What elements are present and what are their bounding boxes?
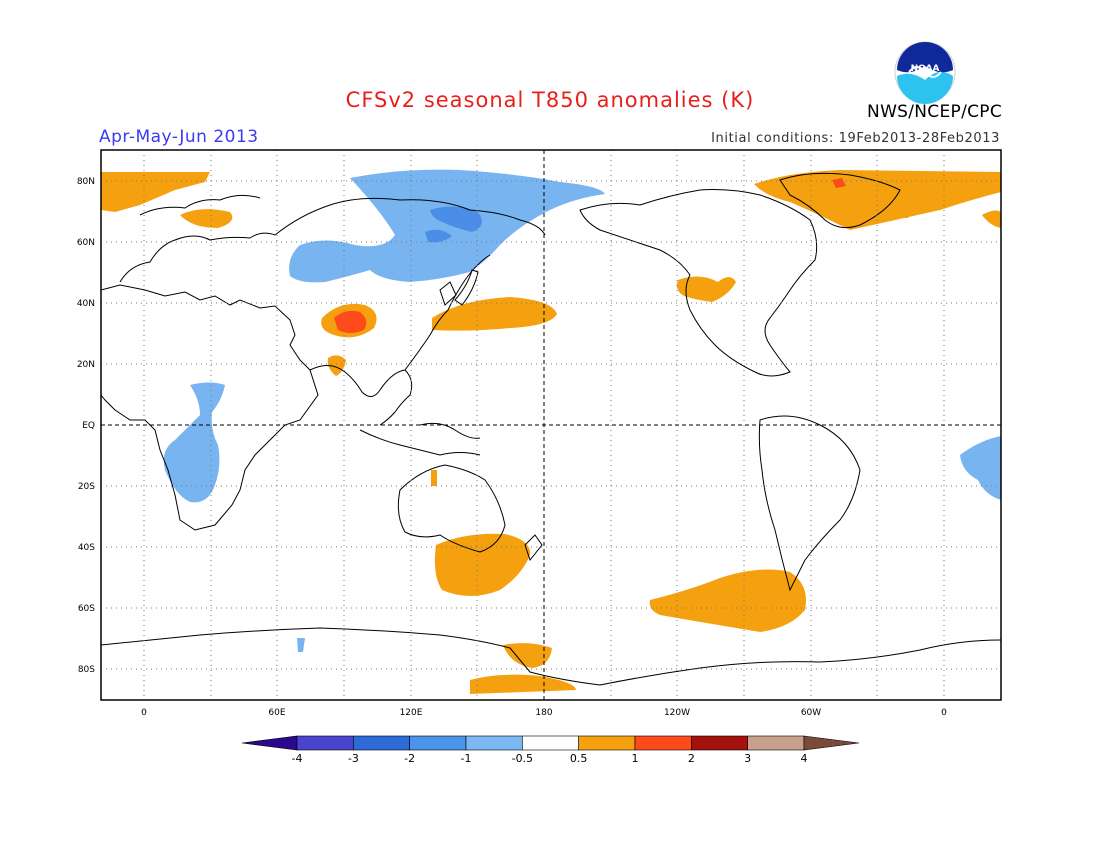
longitude-labels: 0 60E 120E 180 120W 60W 0 [141,708,947,718]
equator-dateline [101,150,1001,700]
colorbar-tick-label: 0.5 [570,752,588,765]
strong-warm-anomaly-regions [334,178,846,333]
svg-text:20N: 20N [77,360,95,370]
colorbar-swatch [578,735,636,751]
colorbar-swatch [409,735,467,751]
svg-text:60W: 60W [801,708,821,718]
map-frame [100,149,1002,701]
colorbar-swatch [465,735,523,751]
agency-label: NWS/NCEP/CPC [867,102,1002,122]
strong-cool-anomaly-regions [425,206,482,243]
svg-text:0: 0 [141,708,147,718]
noaa-logo-icon: NOAA [894,41,956,104]
colorbar-swatch [747,735,805,751]
colorbar: -4 -3 -2 -1 -0.5 0.5 1 2 3 4 [241,735,860,765]
svg-text:120E: 120E [400,708,423,718]
colorbar-tick-label: -0.5 [512,752,533,765]
colorbar-tick-label: 3 [744,752,751,765]
initial-conditions: Initial conditions: 19Feb2013-28Feb2013 [711,131,1000,146]
svg-text:20S: 20S [78,482,95,492]
logo-text: NOAA [911,64,940,74]
svg-text:0: 0 [941,708,947,718]
svg-text:40S: 40S [78,543,95,553]
coastlines [101,172,1001,686]
svg-text:80N: 80N [77,177,95,187]
colorbar-swatch [691,735,748,751]
svg-text:120W: 120W [664,708,690,718]
colorbar-swatch [634,735,692,751]
svg-text:180: 180 [535,708,552,718]
colorbar-tick-label: 2 [688,752,695,765]
svg-text:80S: 80S [78,665,95,675]
svg-text:60E: 60E [268,708,285,718]
colorbar-swatch [522,735,579,751]
forecast-period: Apr-May-Jun 2013 [99,127,259,147]
svg-text:40N: 40N [77,299,95,309]
colorbar-tick-label: -1 [461,752,472,765]
svg-text:EQ: EQ [82,421,95,431]
latitude-labels: 80N 60N 40N 20N EQ 20S 40S 60S 80S [77,177,95,675]
colorbar-tick-label: -3 [348,752,359,765]
colorbar-tick-label: 4 [801,752,808,765]
colorbar-swatch [353,735,410,751]
colorbar-tick-label: 1 [632,752,639,765]
svg-text:60S: 60S [78,604,95,614]
warm-anomaly-regions [101,170,1001,694]
colorbar-tick-label: -2 [404,752,415,765]
colorbar-high-arrow [803,735,860,751]
cool-anomaly-regions [163,169,1001,652]
colorbar-low-arrow [241,735,298,751]
map-title: CFSv2 seasonal T850 anomalies (K) [345,88,755,112]
svg-text:60N: 60N [77,238,95,248]
colorbar-swatch [296,735,354,751]
colorbar-tick-label: -4 [292,752,303,765]
